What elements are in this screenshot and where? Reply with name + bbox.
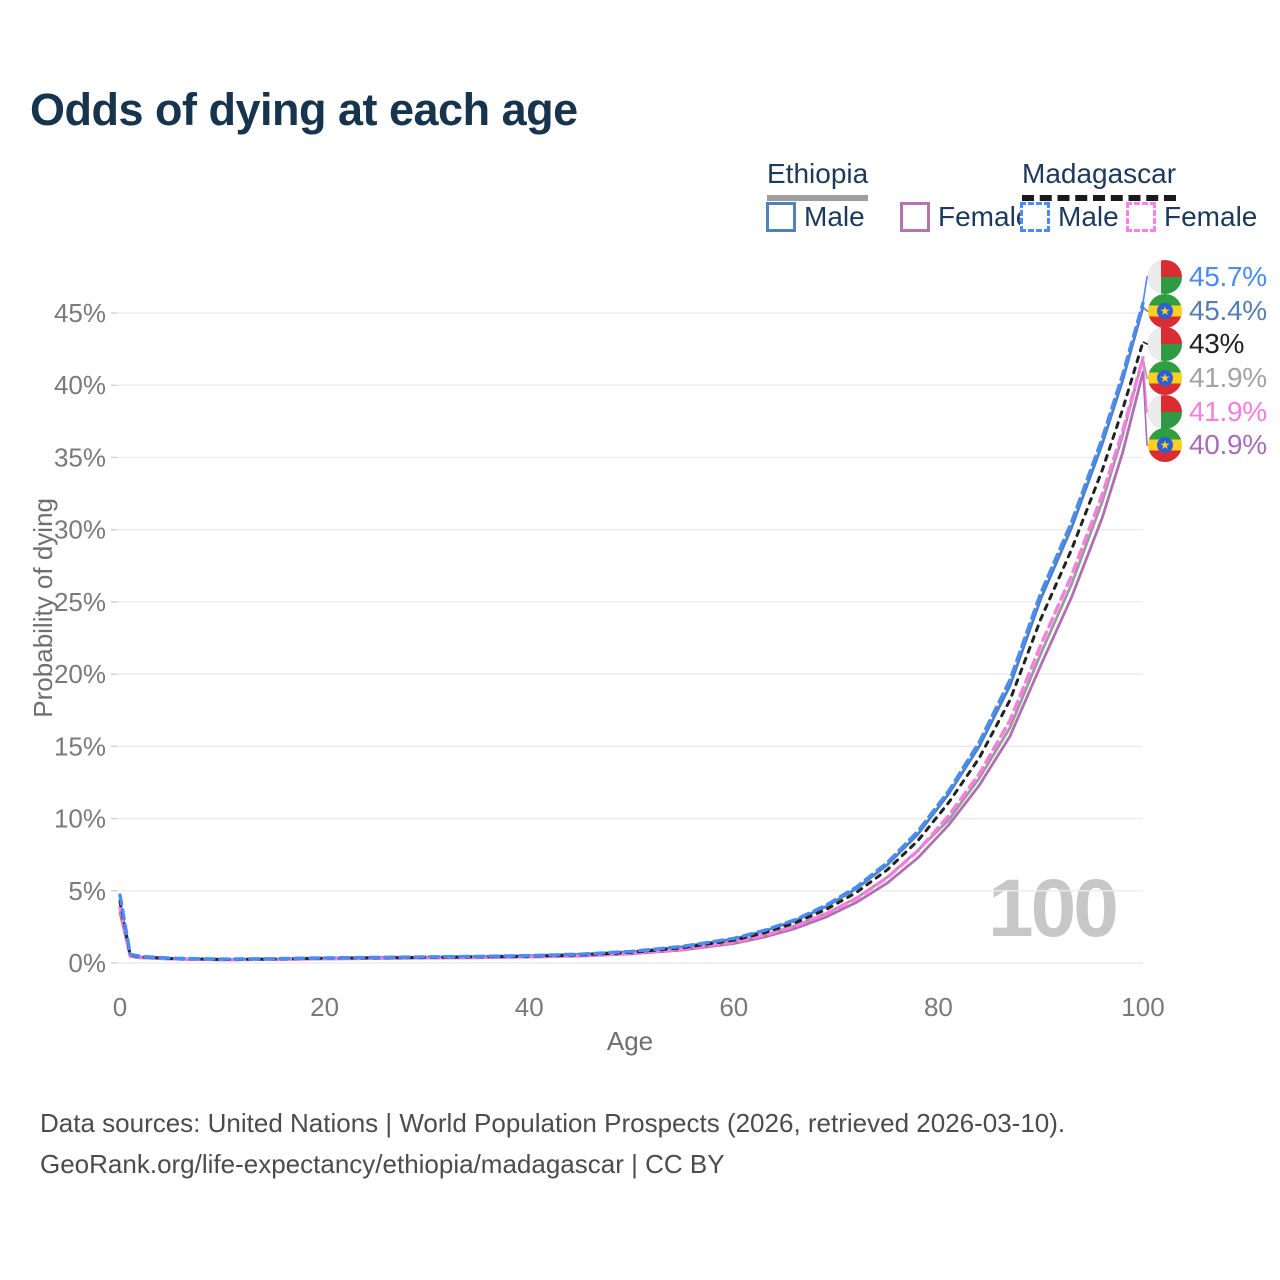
y-tick-label: 15% xyxy=(54,731,106,761)
series-line-ethiopia-male[interactable] xyxy=(118,305,1145,961)
x-tick-label: 60 xyxy=(719,992,748,1022)
madagascar-flag-icon xyxy=(1148,260,1182,294)
end-label-row-0: 45.7% xyxy=(1148,260,1267,294)
ethiopia-flag-icon xyxy=(1148,428,1182,462)
y-axis-title: Probability of dying xyxy=(28,498,58,718)
series-line-ethiopia-female[interactable] xyxy=(118,370,1145,962)
end-label-row-4: 41.9% xyxy=(1148,395,1267,429)
end-label-value: 45.4% xyxy=(1189,295,1267,326)
y-tick-label: 45% xyxy=(54,298,106,328)
legend-group-madagascar: Madagascar xyxy=(1022,158,1177,201)
x-axis-title: Age xyxy=(606,1026,654,1056)
y-tick-label: 10% xyxy=(54,804,106,834)
series-line-madagascar-both[interactable] xyxy=(118,340,1145,961)
end-label-value: 45.7% xyxy=(1189,261,1267,292)
end-label-value: 43% xyxy=(1189,328,1245,359)
legend-swatch-0-1 xyxy=(900,202,930,232)
ethiopia-flag-icon xyxy=(1148,294,1182,328)
data-sources-text: Data sources: United Nations | World Pop… xyxy=(40,1108,1066,1138)
y-tick-label: 0% xyxy=(68,948,106,978)
legend-swatch-1-0 xyxy=(1020,202,1050,232)
page-title: Odds of dying at each age xyxy=(30,84,578,135)
legend-item-ethiopia-male[interactable]: Male xyxy=(766,201,865,233)
legend-item-label: Female xyxy=(938,201,1032,232)
legend-item-madagascar-male[interactable]: Male xyxy=(1020,201,1119,233)
legend-group-ethiopia: Ethiopia xyxy=(767,158,869,201)
y-tick-label: 30% xyxy=(54,515,106,545)
legend-item-label: Female xyxy=(1164,201,1258,232)
legend-item-label: Male xyxy=(1058,201,1119,232)
x-tick-label: 20 xyxy=(310,992,339,1022)
legend-item-madagascar-female[interactable]: Female xyxy=(1126,201,1257,233)
end-label-row-1: 45.4% xyxy=(1148,294,1267,328)
end-label-row-3: 41.9% xyxy=(1148,361,1267,395)
legend-swatch-1-1 xyxy=(1126,202,1156,232)
y-tick-label: 35% xyxy=(54,442,106,472)
series-line-madagascar-male[interactable] xyxy=(118,301,1145,961)
series-line-ethiopia-both[interactable] xyxy=(118,356,1145,962)
age-watermark: 100 xyxy=(988,863,1119,954)
y-tick-label: 5% xyxy=(68,876,106,906)
end-label-row-5: 40.9% xyxy=(1148,428,1267,462)
ethiopia-flag-icon xyxy=(1148,361,1182,395)
x-tick-label: 100 xyxy=(1121,992,1164,1022)
y-tick-label: 40% xyxy=(54,370,106,400)
series-line-madagascar-female[interactable] xyxy=(118,356,1145,962)
end-label-value: 40.9% xyxy=(1189,429,1267,460)
end-label-row-2: 43% xyxy=(1148,327,1244,361)
x-tick-label: 80 xyxy=(924,992,953,1022)
madagascar-flag-icon xyxy=(1148,327,1182,361)
y-tick-label: 20% xyxy=(54,659,106,689)
legend-item-label: Male xyxy=(804,201,865,232)
end-label-value: 41.9% xyxy=(1189,362,1267,393)
legend-swatch-0-0 xyxy=(766,202,796,232)
attribution-text: GeoRank.org/life-expectancy/ethiopia/mad… xyxy=(40,1149,725,1179)
end-label-value: 41.9% xyxy=(1189,396,1267,427)
legend-item-ethiopia-female[interactable]: Female xyxy=(900,201,1031,233)
x-tick-label: 0 xyxy=(113,992,127,1022)
x-tick-label: 40 xyxy=(515,992,544,1022)
madagascar-flag-icon xyxy=(1148,395,1182,429)
y-tick-label: 25% xyxy=(54,587,106,617)
